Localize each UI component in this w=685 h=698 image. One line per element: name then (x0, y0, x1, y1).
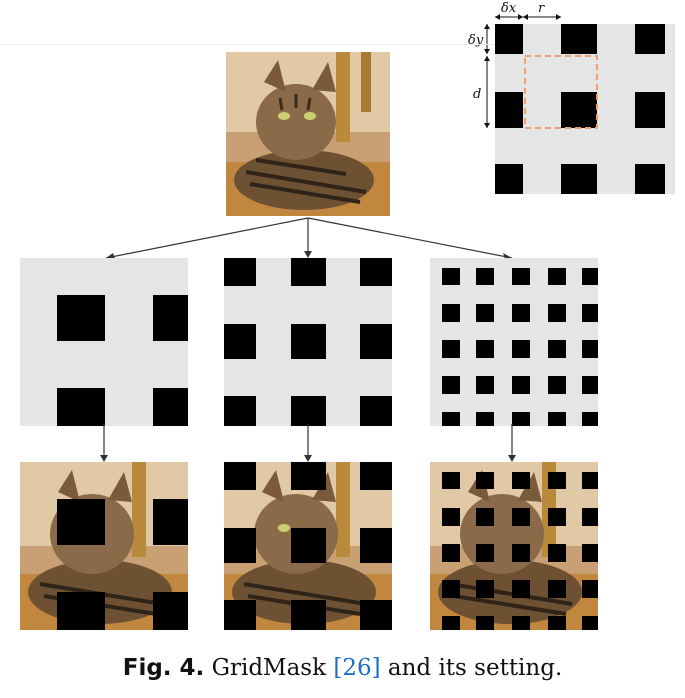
gridmask-large (20, 258, 188, 426)
down-arrows (100, 424, 516, 462)
d-label: d (473, 87, 481, 102)
figure-caption: Fig. 4. GridMask [26] and its setting. (0, 655, 685, 681)
r-label: r (538, 1, 545, 16)
delta-y-label: δy (468, 33, 484, 48)
grid-unit-highlight (524, 55, 598, 129)
caption-text-before: GridMask (204, 655, 334, 681)
figure-label: Fig. 4. (122, 655, 205, 681)
masked-cat-large (20, 462, 188, 630)
original-cat-image (226, 52, 390, 216)
figure: δx r δy d (0, 1, 675, 630)
gridmask-small (430, 258, 598, 426)
masked-cat-medium (224, 462, 392, 630)
masked-cat-small (430, 462, 598, 630)
gridmask-setting-diagram: δx r δy d (468, 1, 675, 194)
top-rule (0, 44, 495, 45)
caption-text-after: and its setting. (380, 655, 563, 681)
delta-x-label: δx (501, 1, 517, 16)
gridmask-medium (224, 258, 392, 426)
branch-arrows (105, 217, 513, 259)
citation-link[interactable]: [26] (333, 655, 381, 681)
